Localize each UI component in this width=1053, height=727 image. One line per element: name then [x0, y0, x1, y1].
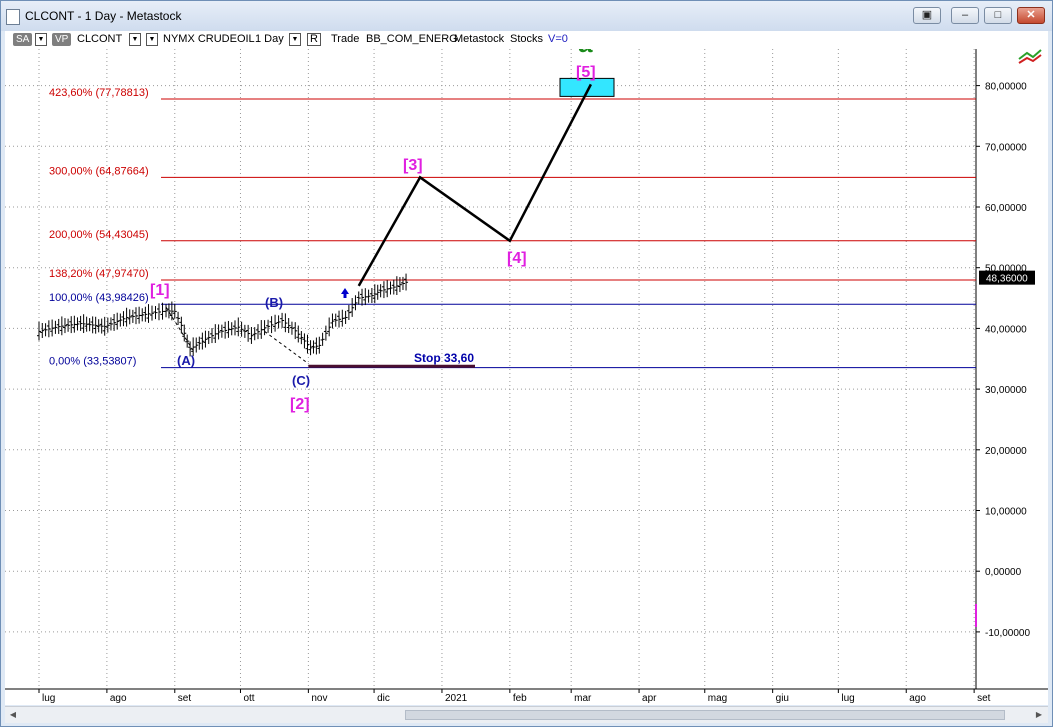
trend-lines-icon-stroke: [1018, 49, 1042, 60]
y-tick-label: 50,00000: [985, 264, 1027, 275]
x-tick-label: set: [178, 693, 192, 704]
kind-label: Stocks: [510, 33, 544, 45]
fib-level-label: 423,60% (77,78813): [49, 87, 149, 99]
wave-label-magenta: [2]: [290, 396, 310, 413]
x-tick-label: ago: [909, 693, 926, 704]
wave-label-magenta: [5]: [576, 64, 596, 81]
scroll-right-icon[interactable]: ▶: [1035, 710, 1043, 719]
y-tick-label: -10,00000: [985, 628, 1030, 639]
price-chart[interactable]: 80,00000 70,00000 60,00000 50,00000 40,00000…: [5, 28, 1048, 705]
wave-label-blue: (B): [265, 295, 283, 310]
x-tick-label: mar: [574, 693, 592, 704]
r-button[interactable]: R: [307, 33, 321, 46]
x-tick-label: lug: [841, 693, 854, 704]
x-tick-label: nov: [311, 693, 327, 704]
wave-label-blue: (A): [177, 353, 195, 368]
x-tick-label: set: [977, 693, 991, 704]
wave-label-magenta: [4]: [507, 250, 527, 267]
x-tick-label: ago: [110, 693, 127, 704]
chart-toolbar: SA ▼ VP CLCONT ▼ ▼ NYMX CRUDEOIL 1 Day ▼…: [5, 31, 1048, 49]
exchange-dropdown[interactable]: ▼: [146, 33, 158, 46]
y-tick-label: 10,00000: [985, 507, 1027, 518]
maximize-icon: □: [994, 9, 1002, 21]
fib-level-label: 200,00% (54,43045): [49, 229, 149, 241]
horizontal-scrollbar[interactable]: ◀ ▶: [5, 706, 1048, 723]
price-bars: [37, 273, 409, 357]
chart-area[interactable]: 80,00000 70,00000 60,00000 50,00000 40,00000…: [5, 28, 1048, 705]
correction-dashed-line: [165, 306, 195, 353]
wave-label-blue: (C): [292, 373, 310, 388]
y-tick-label: 70,00000: [985, 142, 1027, 153]
interval-dropdown[interactable]: ▼: [289, 33, 301, 46]
sa-badge[interactable]: SA: [13, 33, 33, 46]
wave-label-green: a: [578, 49, 593, 58]
symbol-label[interactable]: CLCONT: [77, 33, 123, 45]
window-title: CLCONT - 1 Day - Metastock: [25, 9, 182, 23]
exchange-label: NYMX CRUDEOIL: [163, 33, 255, 45]
x-tick-label: feb: [513, 693, 527, 704]
minimize-button[interactable]: –: [951, 7, 979, 24]
fib-level-label: 0,00% (33,53807): [49, 356, 136, 368]
stop-label: Stop 33,60: [414, 351, 474, 365]
target-box: [559, 77, 615, 97]
scroll-left-icon[interactable]: ◀: [9, 710, 17, 719]
fib-level-label: 300,00% (64,87664): [49, 165, 149, 177]
y-tick-label: 30,00000: [985, 385, 1027, 396]
interval-label[interactable]: 1 Day: [255, 33, 284, 45]
scroll-thumb[interactable]: [405, 710, 1005, 720]
restore-icon: ▣: [921, 9, 933, 21]
y-tick-label: 40,00000: [985, 324, 1027, 335]
title-bar[interactable]: CLCONT - 1 Day - Metastock ▣ – □ ✕: [1, 1, 1052, 31]
trend-lines-icon-stroke: [1018, 54, 1042, 64]
y-tick-label: 80,00000: [985, 82, 1027, 93]
projection-path: [357, 83, 592, 287]
vp-badge[interactable]: VP: [52, 33, 72, 46]
fib-level-label: 138,20% (47,97470): [49, 268, 149, 280]
x-tick-label: apr: [642, 693, 657, 704]
y-tick-label: 60,00000: [985, 203, 1027, 214]
maximize-button[interactable]: □: [984, 7, 1012, 24]
last-price-box: [979, 270, 1035, 285]
y-tick-label: 0,00000: [985, 567, 1022, 578]
x-tick-label: ott: [243, 693, 254, 704]
x-tick-label: dic: [377, 693, 390, 704]
wave-label-magenta: [3]: [403, 157, 423, 174]
x-tick-label: mag: [708, 693, 727, 704]
y-tick-label: 20,00000: [985, 446, 1027, 457]
wave-label-magenta: [1]: [150, 282, 170, 299]
volume-label: V=0: [548, 33, 568, 45]
last-price-label: 48,36000: [986, 274, 1028, 285]
fib-level-label: 100,00% (43,98426): [49, 292, 149, 304]
symbol-dropdown[interactable]: ▼: [129, 33, 141, 46]
restore-down-button[interactable]: ▣: [913, 7, 941, 24]
close-icon: ✕: [1026, 9, 1036, 21]
trend-lines-icon[interactable]: [1018, 49, 1042, 64]
close-button[interactable]: ✕: [1017, 7, 1045, 24]
document-icon: [6, 9, 20, 25]
x-tick-label: lug: [42, 693, 55, 704]
group-label: BB_COM_ENERG: [366, 33, 458, 45]
source-label: Metastock: [454, 33, 505, 45]
trade-label[interactable]: Trade: [331, 33, 360, 45]
up-arrow-icon: [341, 288, 349, 298]
minimize-icon: –: [961, 9, 969, 21]
x-tick-label: giu: [776, 693, 789, 704]
x-tick-label: 2021: [445, 693, 468, 704]
sa-dropdown[interactable]: ▼: [35, 33, 47, 46]
